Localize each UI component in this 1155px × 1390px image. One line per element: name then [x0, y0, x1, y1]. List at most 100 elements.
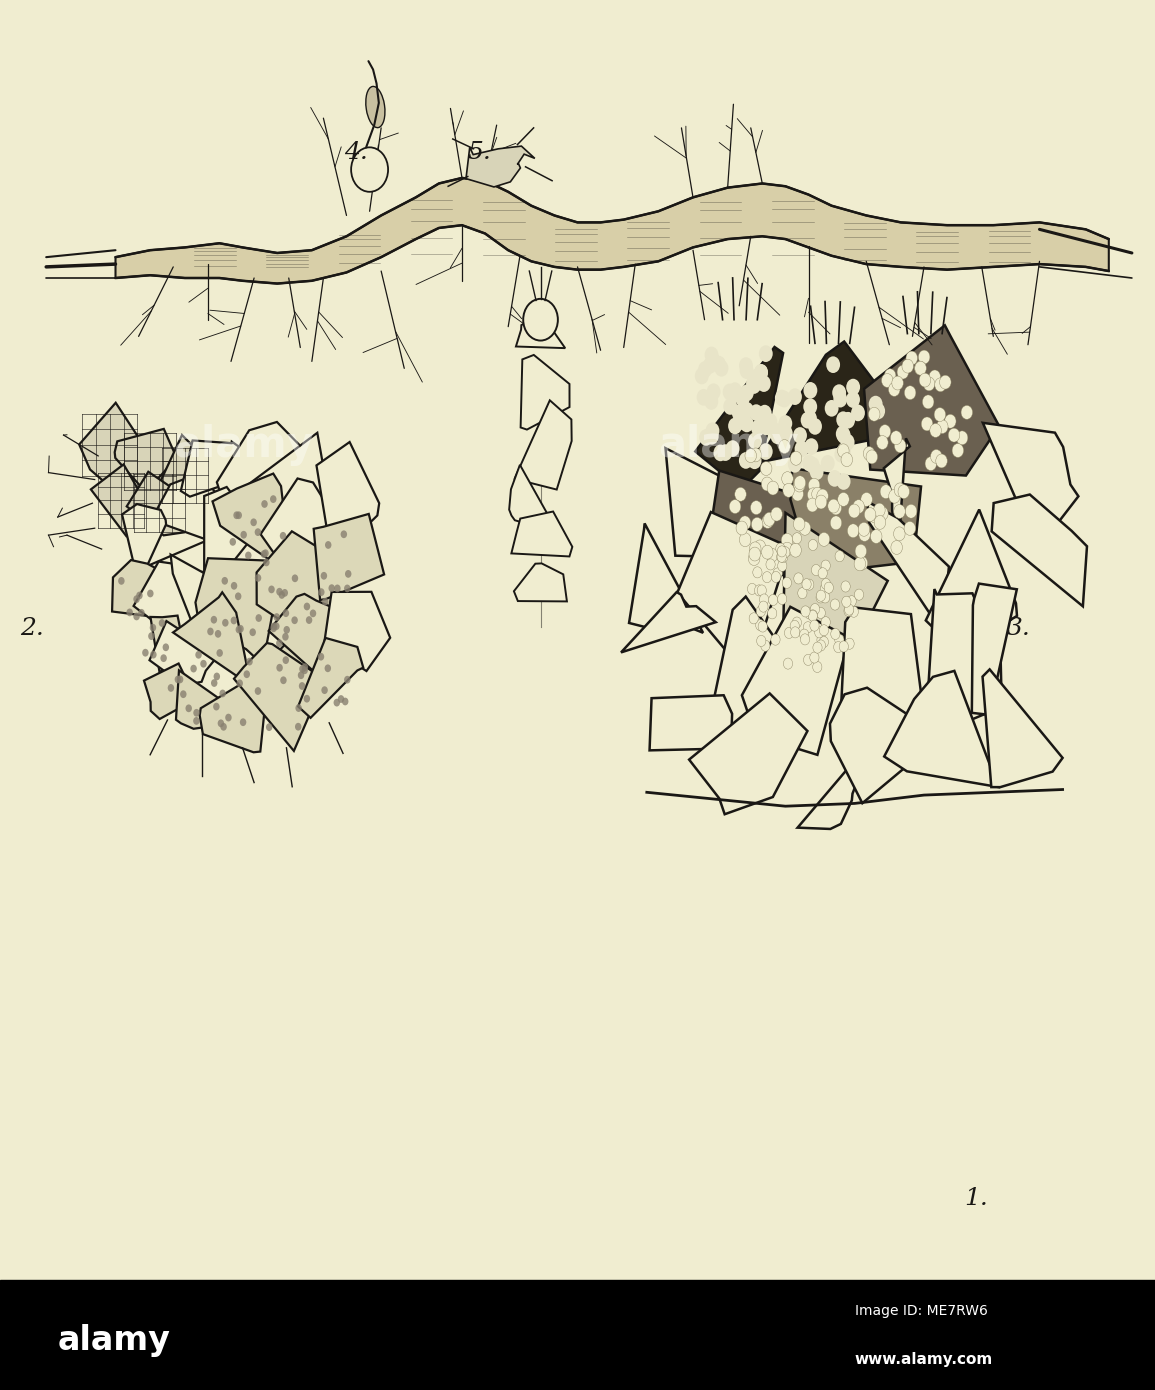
Circle shape [698, 361, 711, 378]
Circle shape [819, 637, 828, 648]
Circle shape [825, 400, 839, 417]
Circle shape [934, 407, 946, 421]
Circle shape [803, 399, 817, 416]
Circle shape [877, 506, 888, 520]
Circle shape [826, 356, 840, 373]
Circle shape [852, 499, 864, 513]
Circle shape [808, 418, 822, 435]
Circle shape [818, 567, 827, 578]
Circle shape [214, 703, 219, 710]
Circle shape [344, 676, 350, 684]
Circle shape [750, 542, 761, 556]
Circle shape [844, 605, 854, 616]
Polygon shape [465, 146, 535, 186]
Circle shape [341, 531, 348, 538]
Circle shape [956, 431, 968, 445]
Circle shape [150, 651, 157, 659]
Circle shape [334, 585, 341, 592]
Circle shape [748, 552, 760, 566]
Text: alamy: alamy [58, 1325, 171, 1357]
Circle shape [804, 438, 818, 455]
Text: 5.: 5. [468, 142, 491, 164]
Circle shape [763, 513, 775, 527]
Circle shape [847, 391, 860, 407]
Circle shape [891, 541, 902, 555]
Circle shape [778, 416, 792, 432]
Circle shape [739, 452, 753, 468]
Circle shape [860, 492, 872, 506]
Circle shape [255, 574, 261, 582]
Circle shape [142, 649, 149, 656]
Polygon shape [516, 316, 565, 348]
Circle shape [304, 603, 311, 610]
Circle shape [291, 616, 298, 624]
Circle shape [825, 582, 834, 594]
Circle shape [167, 684, 174, 692]
Circle shape [888, 489, 900, 503]
Circle shape [819, 624, 828, 635]
Polygon shape [139, 539, 211, 589]
Circle shape [759, 418, 773, 435]
Circle shape [790, 543, 802, 557]
Polygon shape [246, 432, 334, 528]
Circle shape [811, 603, 820, 614]
Circle shape [310, 609, 316, 617]
Circle shape [763, 413, 777, 430]
Polygon shape [91, 464, 148, 537]
Circle shape [834, 446, 848, 463]
Circle shape [770, 428, 784, 445]
Circle shape [282, 632, 289, 641]
Circle shape [222, 577, 228, 585]
Circle shape [856, 556, 867, 570]
Circle shape [834, 391, 848, 407]
Circle shape [915, 361, 926, 375]
Circle shape [708, 353, 722, 370]
Circle shape [739, 516, 751, 530]
Circle shape [193, 709, 200, 717]
Circle shape [788, 456, 802, 473]
Circle shape [278, 591, 285, 599]
Circle shape [161, 655, 166, 662]
Circle shape [163, 644, 169, 651]
Circle shape [929, 370, 940, 384]
Circle shape [873, 503, 885, 517]
Polygon shape [144, 663, 196, 719]
Circle shape [808, 539, 818, 550]
Circle shape [807, 488, 819, 502]
Circle shape [841, 581, 850, 592]
Circle shape [812, 564, 821, 575]
Polygon shape [161, 435, 217, 507]
Circle shape [778, 552, 788, 563]
Circle shape [776, 543, 785, 555]
Circle shape [918, 350, 930, 364]
Circle shape [245, 552, 252, 559]
Polygon shape [515, 400, 572, 489]
Polygon shape [677, 512, 791, 677]
Polygon shape [256, 531, 345, 637]
Circle shape [762, 571, 772, 582]
Polygon shape [149, 621, 218, 685]
Circle shape [936, 455, 947, 468]
Circle shape [855, 589, 864, 600]
Circle shape [851, 404, 865, 421]
Circle shape [777, 546, 787, 557]
Circle shape [280, 532, 286, 539]
Circle shape [276, 664, 283, 671]
Circle shape [249, 628, 256, 637]
Polygon shape [742, 607, 849, 755]
Circle shape [740, 402, 754, 418]
Polygon shape [134, 562, 195, 638]
Circle shape [237, 680, 243, 687]
Circle shape [729, 499, 740, 513]
Circle shape [810, 463, 824, 480]
Polygon shape [790, 468, 921, 575]
Polygon shape [521, 354, 569, 430]
Circle shape [345, 570, 351, 578]
Circle shape [751, 500, 762, 514]
Polygon shape [798, 737, 875, 828]
Circle shape [869, 407, 880, 421]
Circle shape [813, 642, 822, 653]
Circle shape [781, 534, 792, 548]
Circle shape [240, 719, 246, 726]
Circle shape [768, 595, 777, 606]
